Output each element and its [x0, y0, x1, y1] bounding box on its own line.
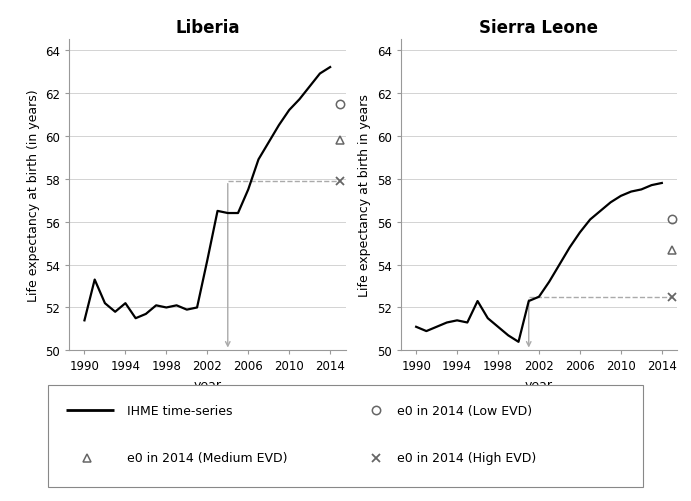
- Y-axis label: Life expectancy at birth in years: Life expectancy at birth in years: [358, 94, 371, 297]
- Title: Sierra Leone: Sierra Leone: [480, 19, 598, 37]
- X-axis label: year: year: [193, 378, 221, 391]
- Text: e0 in 2014 (Medium EVD): e0 in 2014 (Medium EVD): [126, 451, 287, 464]
- Text: e0 in 2014 (Low EVD): e0 in 2014 (Low EVD): [397, 404, 532, 417]
- Text: e0 in 2014 (High EVD): e0 in 2014 (High EVD): [397, 451, 536, 464]
- Text: IHME time-series: IHME time-series: [126, 404, 232, 417]
- Y-axis label: Life expectancy at birth (in years): Life expectancy at birth (in years): [26, 89, 39, 302]
- Title: Liberia: Liberia: [175, 19, 240, 37]
- X-axis label: year: year: [525, 378, 553, 391]
